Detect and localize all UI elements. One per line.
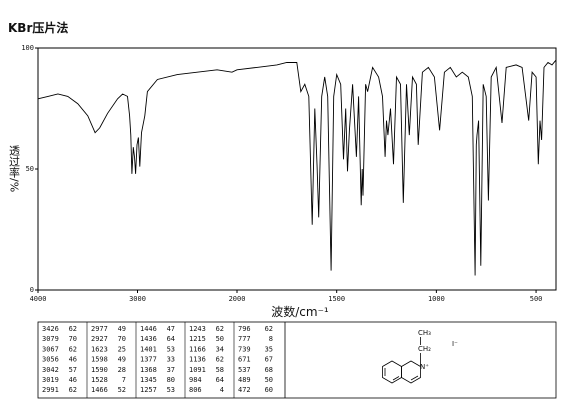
peak-wavenumber: 3056 bbox=[42, 356, 59, 364]
peak-transmittance: 62 bbox=[69, 325, 77, 333]
ring bbox=[401, 360, 421, 384]
peak-transmittance: 67 bbox=[265, 356, 273, 364]
peak-transmittance: 62 bbox=[265, 325, 273, 333]
peak-wavenumber: 3042 bbox=[42, 366, 59, 374]
peak-transmittance: 49 bbox=[118, 325, 126, 333]
peak-wavenumber: 1091 bbox=[189, 366, 206, 374]
peak-wavenumber: 1436 bbox=[140, 335, 157, 343]
peak-wavenumber: 1528 bbox=[91, 376, 108, 384]
peak-transmittance: 49 bbox=[118, 356, 126, 364]
peak-wavenumber: 2927 bbox=[91, 335, 108, 343]
peak-wavenumber: 3019 bbox=[42, 376, 59, 384]
y-tick-label: 0 bbox=[30, 286, 34, 294]
structure-label: CH₂ bbox=[418, 345, 431, 353]
peak-transmittance: 80 bbox=[167, 376, 175, 384]
peak-transmittance: 62 bbox=[69, 386, 77, 394]
peak-wavenumber: 796 bbox=[238, 325, 251, 333]
peak-transmittance: 53 bbox=[167, 345, 175, 353]
peak-transmittance: 50 bbox=[216, 335, 224, 343]
spectrum-line bbox=[37, 59, 557, 276]
y-tick-label: 100 bbox=[21, 44, 34, 52]
peak-transmittance: 64 bbox=[216, 376, 224, 384]
peak-wavenumber: 1590 bbox=[91, 366, 108, 374]
peak-wavenumber: 537 bbox=[238, 366, 251, 374]
peak-transmittance: 68 bbox=[265, 366, 273, 374]
y-tick-label: 50 bbox=[26, 165, 34, 173]
peak-wavenumber: 806 bbox=[189, 386, 202, 394]
peak-wavenumber: 739 bbox=[238, 345, 251, 353]
peak-transmittance: 62 bbox=[216, 325, 224, 333]
peak-transmittance: 8 bbox=[269, 335, 273, 343]
peak-wavenumber: 472 bbox=[238, 386, 251, 394]
x-tick-label: 2000 bbox=[229, 295, 246, 303]
peak-transmittance: 50 bbox=[265, 376, 273, 384]
chart-title: KBr压片法 bbox=[8, 20, 68, 35]
peak-wavenumber: 1257 bbox=[140, 386, 157, 394]
peak-transmittance: 57 bbox=[69, 366, 77, 374]
peak-transmittance: 60 bbox=[265, 386, 273, 394]
bond bbox=[410, 375, 419, 381]
structure-label: CH₃ bbox=[418, 329, 431, 337]
peak-transmittance: 53 bbox=[167, 386, 175, 394]
peak-wavenumber: 2977 bbox=[91, 325, 108, 333]
peak-wavenumber: 1466 bbox=[91, 386, 108, 394]
peak-transmittance: 58 bbox=[216, 366, 224, 374]
peak-wavenumber: 2991 bbox=[42, 386, 59, 394]
peak-transmittance: 37 bbox=[167, 366, 175, 374]
plot-frame bbox=[37, 47, 557, 291]
y-axis-label: 透过率/% bbox=[8, 145, 21, 192]
structure-label: N⁺ bbox=[420, 363, 429, 371]
peak-wavenumber: 3067 bbox=[42, 345, 59, 353]
peak-transmittance: 4 bbox=[220, 386, 224, 394]
peak-wavenumber: 1623 bbox=[91, 345, 108, 353]
peak-wavenumber: 671 bbox=[238, 356, 251, 364]
peak-wavenumber: 3426 bbox=[42, 325, 59, 333]
peak-transmittance: 47 bbox=[167, 325, 175, 333]
peak-wavenumber: 1166 bbox=[189, 345, 206, 353]
x-tick-label: 1000 bbox=[428, 295, 445, 303]
peak-transmittance: 7 bbox=[122, 376, 126, 384]
peak-wavenumber: 3079 bbox=[42, 335, 59, 343]
peak-transmittance: 70 bbox=[118, 335, 126, 343]
peak-wavenumber: 984 bbox=[189, 376, 202, 384]
peak-wavenumber: 1215 bbox=[189, 335, 206, 343]
peak-wavenumber: 1345 bbox=[140, 376, 157, 384]
peak-wavenumber: 1377 bbox=[140, 356, 157, 364]
structure bbox=[382, 337, 421, 384]
x-axis-label: 波数/cm⁻¹ bbox=[271, 304, 329, 319]
peak-wavenumber: 1243 bbox=[189, 325, 206, 333]
peak-transmittance: 35 bbox=[265, 345, 273, 353]
peak-transmittance: 52 bbox=[118, 386, 126, 394]
x-tick-label: 500 bbox=[530, 295, 543, 303]
peak-wavenumber: 1446 bbox=[140, 325, 157, 333]
x-tick-label: 3000 bbox=[129, 295, 146, 303]
peak-wavenumber: 1136 bbox=[189, 356, 206, 364]
peak-transmittance: 46 bbox=[69, 376, 77, 384]
x-tick-label: 4000 bbox=[30, 295, 47, 303]
peak-transmittance: 33 bbox=[167, 356, 175, 364]
peak-transmittance: 34 bbox=[216, 345, 224, 353]
peak-wavenumber: 1401 bbox=[140, 345, 157, 353]
x-tick-label: 1500 bbox=[328, 295, 345, 303]
bond bbox=[392, 376, 400, 381]
peak-transmittance: 25 bbox=[118, 345, 126, 353]
peak-wavenumber: 1598 bbox=[91, 356, 108, 364]
peak-transmittance: 62 bbox=[216, 356, 224, 364]
peak-transmittance: 46 bbox=[69, 356, 77, 364]
peak-transmittance: 70 bbox=[69, 335, 77, 343]
structure-label: I⁻ bbox=[452, 340, 458, 348]
peak-wavenumber: 1368 bbox=[140, 366, 157, 374]
peak-transmittance: 64 bbox=[167, 335, 175, 343]
peak-wavenumber: 777 bbox=[238, 335, 251, 343]
peak-transmittance: 62 bbox=[69, 345, 77, 353]
peak-wavenumber: 489 bbox=[238, 376, 251, 384]
peak-transmittance: 28 bbox=[118, 366, 126, 374]
table-frame bbox=[37, 321, 557, 399]
